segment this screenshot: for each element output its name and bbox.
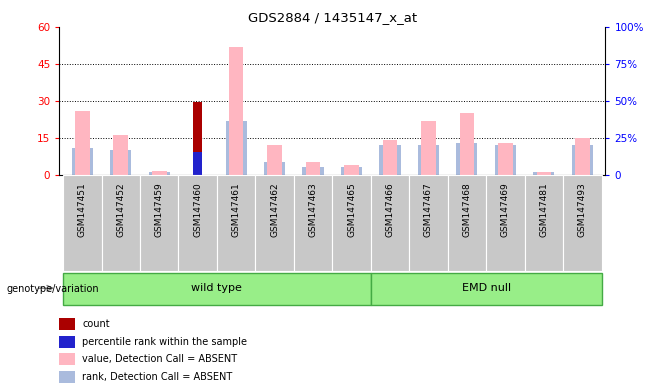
- Text: GSM147463: GSM147463: [309, 182, 318, 237]
- FancyBboxPatch shape: [294, 175, 332, 271]
- Bar: [264, 162, 285, 175]
- Bar: [72, 147, 93, 175]
- FancyBboxPatch shape: [63, 273, 370, 305]
- Bar: [226, 121, 247, 175]
- Bar: [59, 353, 75, 365]
- Text: GSM147468: GSM147468: [463, 182, 471, 237]
- Text: genotype/variation: genotype/variation: [7, 284, 99, 294]
- Bar: [306, 162, 320, 175]
- Bar: [193, 102, 202, 175]
- Text: GSM147481: GSM147481: [540, 182, 548, 237]
- Text: percentile rank within the sample: percentile rank within the sample: [82, 337, 247, 347]
- Text: GSM147462: GSM147462: [270, 182, 279, 237]
- Bar: [344, 165, 359, 175]
- FancyBboxPatch shape: [217, 175, 255, 271]
- FancyBboxPatch shape: [370, 273, 601, 305]
- Bar: [193, 152, 202, 175]
- Bar: [110, 150, 132, 175]
- FancyBboxPatch shape: [563, 175, 601, 271]
- Bar: [149, 172, 170, 175]
- Text: GSM147465: GSM147465: [347, 182, 356, 237]
- FancyBboxPatch shape: [63, 175, 101, 271]
- FancyBboxPatch shape: [370, 175, 409, 271]
- Bar: [575, 138, 590, 175]
- FancyBboxPatch shape: [486, 175, 524, 271]
- Text: value, Detection Call = ABSENT: value, Detection Call = ABSENT: [82, 354, 238, 364]
- Bar: [421, 121, 436, 175]
- FancyBboxPatch shape: [255, 175, 294, 271]
- Text: GSM147452: GSM147452: [116, 182, 125, 237]
- Text: GSM147493: GSM147493: [578, 182, 587, 237]
- Bar: [113, 135, 128, 175]
- Text: GSM147467: GSM147467: [424, 182, 433, 237]
- FancyBboxPatch shape: [447, 175, 486, 271]
- Bar: [383, 140, 397, 175]
- Bar: [59, 371, 75, 382]
- Bar: [459, 113, 474, 175]
- Bar: [457, 143, 478, 175]
- Bar: [229, 46, 243, 175]
- Text: GSM147466: GSM147466: [386, 182, 395, 237]
- Text: GSM147461: GSM147461: [232, 182, 241, 237]
- Bar: [572, 145, 593, 175]
- FancyBboxPatch shape: [524, 175, 563, 271]
- Bar: [380, 145, 401, 175]
- FancyBboxPatch shape: [178, 175, 217, 271]
- Bar: [152, 171, 166, 175]
- Text: rank, Detection Call = ABSENT: rank, Detection Call = ABSENT: [82, 372, 232, 382]
- Text: GSM147469: GSM147469: [501, 182, 510, 237]
- Bar: [536, 172, 551, 175]
- Text: count: count: [82, 319, 110, 329]
- FancyBboxPatch shape: [332, 175, 370, 271]
- FancyBboxPatch shape: [409, 175, 447, 271]
- Bar: [267, 145, 282, 175]
- Text: EMD null: EMD null: [461, 283, 511, 293]
- Bar: [59, 336, 75, 348]
- Title: GDS2884 / 1435147_x_at: GDS2884 / 1435147_x_at: [247, 11, 417, 24]
- Text: GSM147459: GSM147459: [155, 182, 164, 237]
- Text: GSM147451: GSM147451: [78, 182, 87, 237]
- FancyBboxPatch shape: [101, 175, 140, 271]
- Bar: [498, 143, 513, 175]
- FancyBboxPatch shape: [140, 175, 178, 271]
- Bar: [341, 167, 362, 175]
- Bar: [533, 172, 555, 175]
- Text: wild type: wild type: [191, 283, 242, 293]
- Bar: [75, 111, 89, 175]
- Bar: [303, 167, 324, 175]
- Bar: [59, 318, 75, 330]
- Bar: [418, 145, 439, 175]
- Bar: [495, 145, 516, 175]
- Text: GSM147460: GSM147460: [193, 182, 202, 237]
